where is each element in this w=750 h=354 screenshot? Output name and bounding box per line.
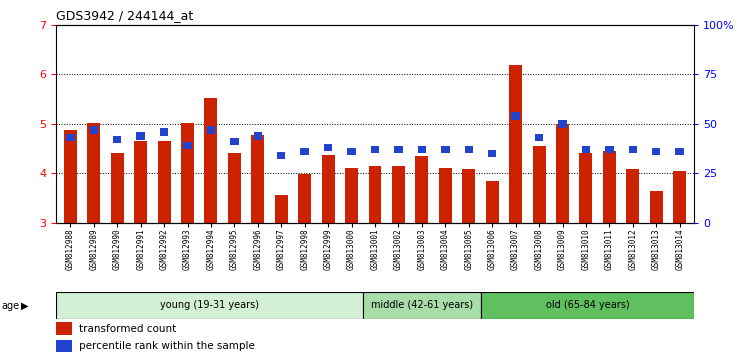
Text: GDS3942 / 244144_at: GDS3942 / 244144_at (56, 9, 194, 22)
Text: old (65-84 years): old (65-84 years) (546, 300, 629, 310)
Bar (441, 146, 449, 153)
Bar (363, 292, 482, 319)
Bar (134, 141, 147, 223)
Bar (87, 123, 100, 223)
Text: transformed count: transformed count (79, 324, 176, 333)
Bar (674, 171, 686, 223)
Bar (56, 292, 363, 319)
Bar (183, 142, 192, 149)
Bar (56, 340, 72, 352)
Bar (462, 170, 476, 223)
Bar (136, 132, 145, 139)
Bar (254, 132, 262, 139)
Bar (56, 322, 72, 335)
Bar (345, 167, 358, 223)
Bar (251, 135, 264, 223)
Bar (277, 152, 286, 159)
Bar (556, 124, 569, 223)
Bar (228, 153, 241, 223)
Bar (394, 146, 403, 153)
Bar (482, 292, 694, 319)
Bar (418, 146, 426, 153)
Bar (158, 141, 170, 223)
Bar (66, 134, 74, 142)
Text: percentile rank within the sample: percentile rank within the sample (79, 341, 254, 351)
Bar (322, 155, 334, 223)
Bar (652, 148, 661, 155)
Bar (298, 175, 311, 223)
Bar (509, 65, 522, 223)
Text: young (19-31 years): young (19-31 years) (160, 300, 260, 310)
Bar (486, 181, 499, 223)
Bar (628, 146, 637, 153)
Bar (535, 134, 543, 142)
Bar (532, 146, 545, 223)
Bar (558, 120, 567, 128)
Bar (582, 146, 590, 153)
Bar (676, 148, 684, 155)
Bar (488, 150, 496, 157)
Bar (274, 195, 288, 223)
Bar (160, 128, 168, 136)
Bar (207, 126, 215, 133)
Bar (64, 130, 76, 223)
Text: ▶: ▶ (21, 301, 28, 311)
Bar (650, 191, 663, 223)
Bar (439, 167, 452, 223)
Bar (230, 138, 238, 145)
Bar (416, 156, 428, 223)
Bar (347, 148, 355, 155)
Bar (205, 98, 218, 223)
Bar (89, 126, 98, 133)
Bar (464, 146, 473, 153)
Bar (626, 169, 639, 223)
Bar (512, 112, 520, 120)
Bar (580, 153, 592, 223)
Bar (392, 166, 405, 223)
Bar (181, 123, 194, 223)
Bar (111, 153, 124, 223)
Bar (603, 151, 616, 223)
Bar (301, 148, 309, 155)
Bar (324, 144, 332, 152)
Text: age: age (2, 301, 20, 311)
Bar (368, 166, 382, 223)
Bar (113, 136, 122, 143)
Bar (605, 146, 613, 153)
Bar (370, 146, 380, 153)
Text: middle (42-61 years): middle (42-61 years) (371, 300, 473, 310)
